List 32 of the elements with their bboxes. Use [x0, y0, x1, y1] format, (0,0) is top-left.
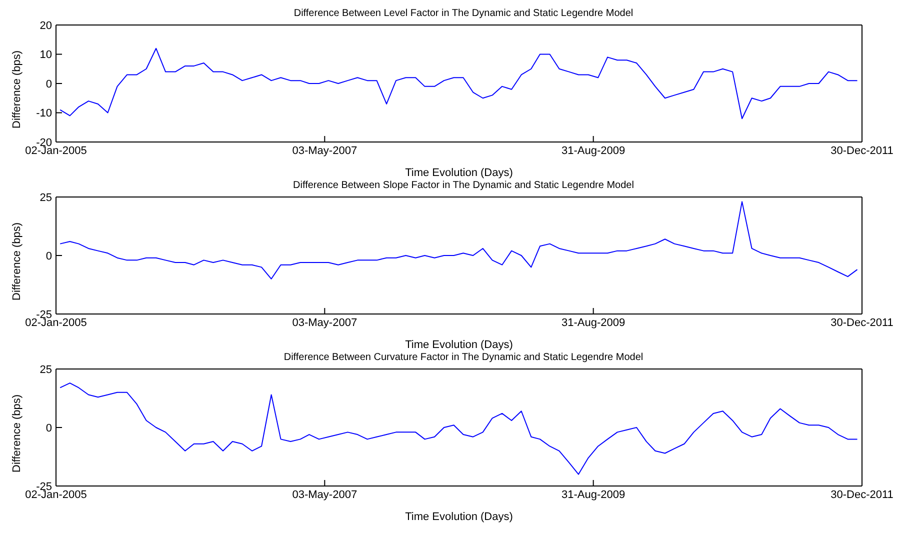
y-axis-title: Difference (bps)	[10, 394, 23, 472]
x-tick-label: 03-May-2007	[292, 144, 358, 157]
line-series	[60, 48, 858, 120]
x-tick-label: 02-Jan-2005	[25, 144, 87, 157]
y-tick-label: 0	[46, 250, 52, 262]
y-tick-label: 0	[46, 422, 52, 434]
x-tick-label: 30-Dec-2011	[830, 144, 894, 157]
x-tick-label: 31-Aug-2009	[562, 488, 626, 501]
x-axis-title: Time Evolution (Days)	[405, 167, 513, 179]
x-axis-title: Time Evolution (Days)	[405, 511, 513, 523]
x-axis-title: Time Evolution (Days)	[405, 339, 513, 351]
y-axis-title: Difference (bps)	[10, 50, 23, 128]
y-tick-label: 25	[40, 364, 52, 376]
x-tick-label: 31-Aug-2009	[562, 144, 626, 157]
x-tick-label: 31-Aug-2009	[562, 316, 626, 329]
x-tick-label: 02-Jan-2005	[25, 316, 87, 329]
y-tick-label: -10	[36, 108, 52, 120]
x-tick-label: 03-May-2007	[292, 316, 358, 329]
y-tick-label: 25	[40, 192, 52, 204]
line-series	[60, 201, 858, 280]
x-tick-label: 30-Dec-2011	[830, 316, 894, 329]
x-tick-label: 30-Dec-2011	[830, 488, 894, 501]
x-tick-label: 02-Jan-2005	[25, 488, 87, 501]
y-axis-title: Difference (bps)	[10, 222, 23, 300]
y-tick-label: 20	[40, 20, 52, 32]
y-tick-label: 10	[40, 49, 52, 62]
chart-title: Difference Between Curvature Factor in The Dynamic and Static Legendre Model	[282, 352, 644, 364]
y-tick-label: 0	[46, 78, 52, 90]
chart-title: Difference Between Slope Factor in The Dynamic and Static Legendre Model	[292, 180, 635, 192]
chart-title: Difference Between Level Factor in The Dynamic and Static Legendre Model	[292, 8, 634, 20]
line-series	[60, 382, 858, 475]
x-tick-label: 03-May-2007	[292, 488, 358, 501]
